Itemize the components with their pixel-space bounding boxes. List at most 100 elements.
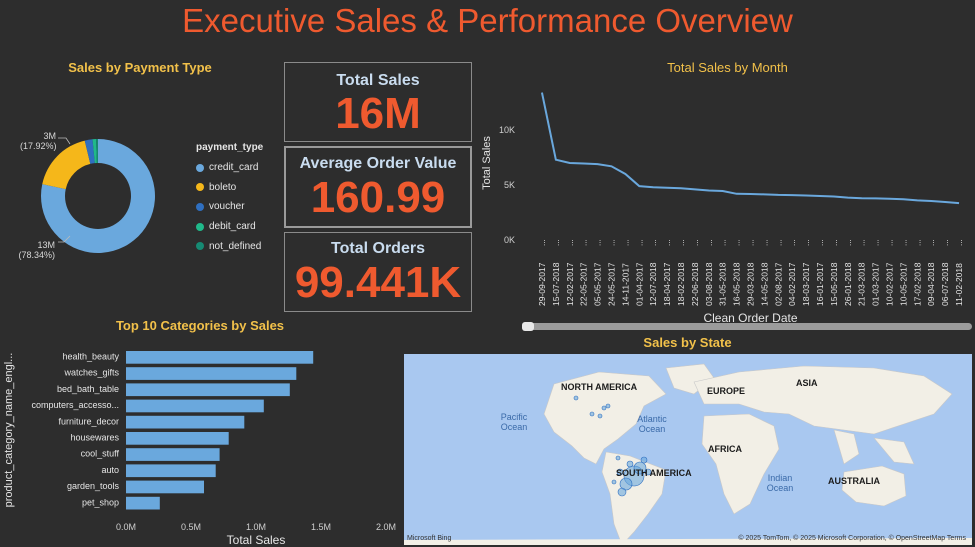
bar-x-axis-label: Total Sales — [227, 533, 286, 547]
line-x-tick-ellipsis: ... — [635, 239, 644, 246]
donut-chart[interactable] — [0, 120, 200, 270]
legend-dot — [196, 163, 204, 172]
bar-housewares[interactable] — [126, 432, 229, 445]
line-x-tick-ellipsis: ... — [788, 239, 797, 246]
legend-label: boleto — [209, 181, 237, 193]
line-y-tick: 0K — [504, 235, 515, 245]
bar-x-tick: 1.5M — [311, 522, 331, 532]
line-x-tick-ellipsis: ... — [663, 239, 672, 246]
legend-dot — [196, 202, 204, 211]
bar-chart[interactable]: product_category_name_engl... health_beau… — [0, 340, 400, 547]
line-x-tick: 31-05-2018 — [718, 262, 728, 306]
legend-item-not-defined[interactable]: not_defined — [196, 236, 263, 256]
bar-x-tick: 0.0M — [116, 522, 136, 532]
line-x-tick-ellipsis: ... — [760, 239, 769, 246]
donut-chart-title: Sales by Payment Type — [68, 60, 212, 75]
bar-category-label: watches_gifts — [63, 368, 119, 378]
donut-slice-not-defined[interactable] — [96, 139, 98, 164]
line-x-tick: 12-07-2018 — [648, 262, 658, 306]
line-x-tick-ellipsis: ... — [774, 239, 783, 246]
bar-category-label: health_beauty — [62, 352, 119, 362]
kpi-aov-label: Average Order Value — [299, 155, 457, 172]
legend-item-boleto[interactable]: boleto — [196, 178, 263, 198]
bar-health-beauty[interactable] — [126, 351, 314, 364]
page-title: Executive Sales & Performance Overview — [182, 2, 793, 39]
line-x-tick-ellipsis: ... — [566, 239, 575, 246]
donut-label-boleto: 3M (17.92%) — [20, 131, 57, 151]
donut-slice-credit-card[interactable] — [40, 139, 155, 254]
line-x-tick: 22-05-2017 — [579, 262, 589, 306]
line-x-tick: 16-05-2018 — [732, 262, 742, 306]
line-x-tick-ellipsis: ... — [927, 239, 936, 246]
line-chart-title: Total Sales by Month — [667, 60, 788, 75]
map-label-europe: EUROPE — [707, 386, 746, 396]
line-x-tick: 17-02-2018 — [912, 262, 922, 306]
line-x-tick-ellipsis: ... — [802, 239, 811, 246]
map-label-africa: AFRICA — [708, 444, 742, 454]
legend-item-voucher[interactable]: voucher — [196, 197, 263, 217]
line-x-tick: 09-04-2018 — [926, 262, 936, 306]
bar-bed-bath-table[interactable] — [126, 383, 290, 397]
line-x-tick: 18-04-2017 — [662, 262, 672, 306]
bar-x-tick: 1.0M — [246, 522, 266, 532]
line-x-tick-ellipsis: ... — [941, 239, 950, 246]
legend-item-credit-card[interactable]: credit_card — [196, 158, 263, 178]
bar-furniture-decor[interactable] — [126, 415, 245, 429]
bar-garden-tools[interactable] — [126, 480, 204, 494]
legend-label: credit_card — [209, 162, 259, 174]
line-x-tick: 03-08-2018 — [704, 262, 714, 306]
bar-category-label: garden_tools — [67, 481, 120, 491]
donut-label-boleto-value: 3M — [43, 131, 56, 141]
bar-chart-title: Top 10 Categories by Sales — [115, 318, 285, 333]
sales-map[interactable]: NORTH AMERICA EUROPE ASIA AFRICA SOUTH A… — [404, 354, 972, 545]
line-chart-scrollbar[interactable] — [522, 322, 972, 331]
line-chart[interactable]: Total Sales 0K 5K 10K 29-09-2017... 15-07-201… — [478, 78, 973, 323]
map-land — [404, 363, 972, 545]
line-x-tick-ellipsis: ... — [899, 239, 908, 246]
bar-auto[interactable] — [126, 464, 216, 478]
line-y-axis-label: Total Sales — [481, 136, 493, 190]
line-x-tick-ellipsis: ... — [649, 239, 658, 246]
line-x-tick: 24-05-2017 — [606, 262, 616, 306]
line-x-tick-ellipsis: ... — [844, 239, 853, 246]
map-title: Sales by State — [643, 335, 732, 350]
line-x-tick: 15-07-2018 — [551, 262, 561, 306]
kpi-total-sales[interactable]: Total Sales 16M — [284, 62, 472, 142]
donut-slice-debit-card[interactable] — [92, 139, 97, 164]
line-x-tick-ellipsis: ... — [719, 239, 728, 246]
line-y-tick: 10K — [499, 125, 515, 135]
map-label-asia: ASIA — [796, 378, 818, 388]
bar-watches-gifts[interactable] — [126, 367, 297, 380]
legend-item-debit-card[interactable]: debit_card — [196, 217, 263, 237]
bar-category-label: housewares — [70, 433, 119, 443]
line-x-tick-ellipsis: ... — [886, 239, 895, 246]
bar-cool-stuff[interactable] — [126, 448, 220, 461]
donut-label-credit-card: 13M (78.34%) — [15, 240, 55, 260]
kpi-total-orders[interactable]: Total Orders 99.441K — [284, 232, 472, 312]
donut-slice-boleto[interactable] — [42, 140, 91, 190]
line-x-tick: 01-03-2017 — [871, 262, 881, 306]
line-x-tick: 29-09-2017 — [537, 262, 547, 306]
kpi-total-orders-label: Total Orders — [331, 240, 425, 257]
line-series-total-sales[interactable] — [540, 92, 960, 205]
bar-pet-shop[interactable] — [126, 496, 160, 510]
scrollbar-thumb[interactable] — [522, 322, 534, 331]
line-x-tick-ellipsis: ... — [858, 239, 867, 246]
map-label-indian-ocean: Indian Ocean — [766, 473, 794, 493]
kpi-average-order-value[interactable]: Average Order Value 160.99 — [284, 146, 472, 228]
line-x-tick: 18-03-2017 — [801, 262, 811, 306]
bar-computers-accesso---[interactable] — [126, 399, 264, 413]
donut-slice-voucher[interactable] — [84, 139, 95, 164]
map-label-australia: AUSTRALIA — [828, 476, 880, 486]
line-x-tick-ellipsis: ... — [872, 239, 881, 246]
line-x-tick-ellipsis: ... — [621, 239, 630, 246]
line-x-tick: 22-06-2018 — [690, 262, 700, 306]
legend-title: payment_type — [196, 142, 264, 153]
line-x-tick-ellipsis: ... — [580, 239, 589, 246]
map-attribution[interactable]: © 2025 TomTom, © 2025 Microsoft Corporat… — [738, 535, 966, 542]
kpi-total-sales-label: Total Sales — [336, 72, 420, 89]
line-x-tick-ellipsis: ... — [607, 239, 616, 246]
map-label-atlantic-ocean: Atlantic Ocean — [637, 414, 667, 434]
line-x-tick: 16-01-2017 — [815, 262, 825, 306]
